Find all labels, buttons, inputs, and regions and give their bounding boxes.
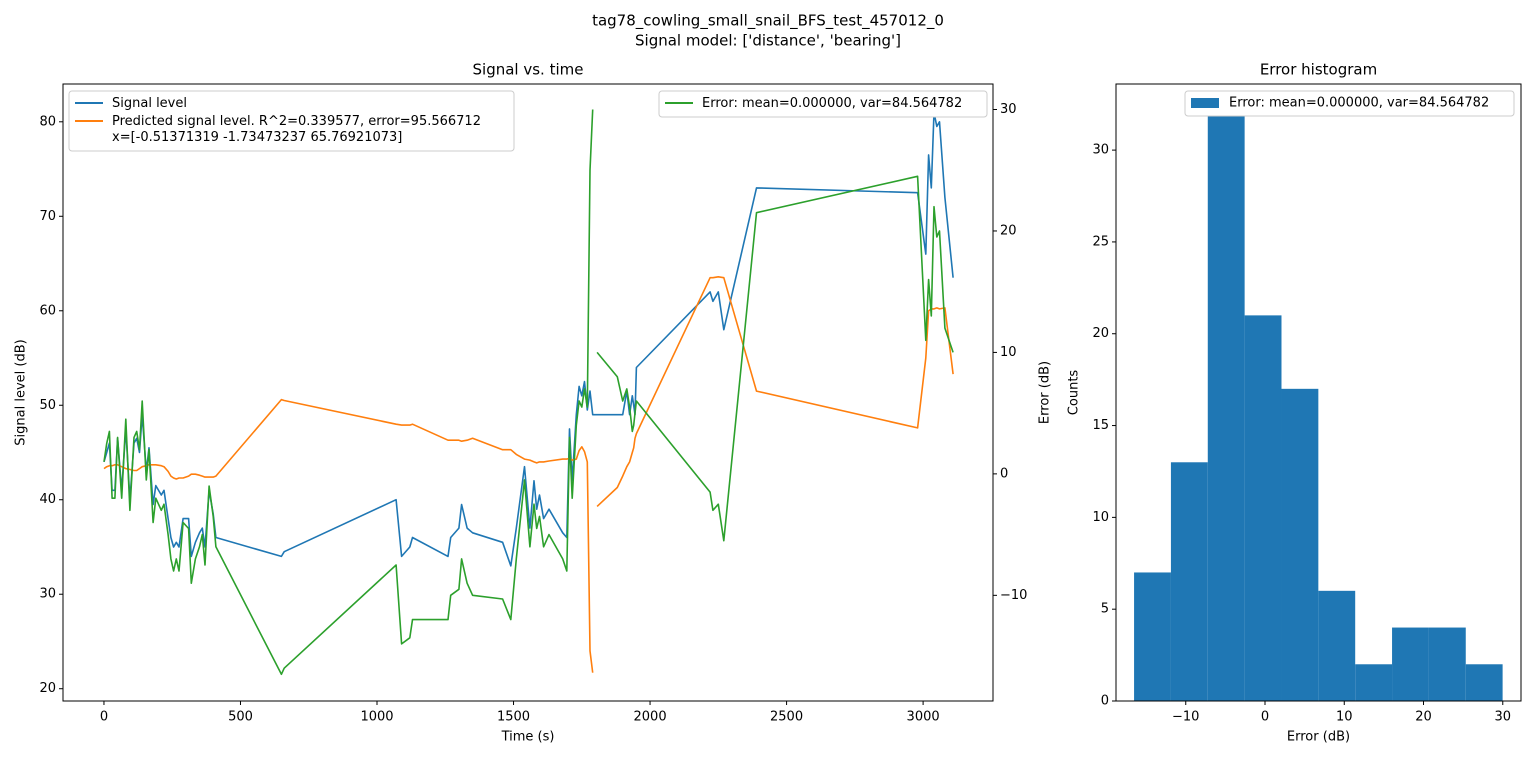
- y-tick-label: 20: [1092, 326, 1109, 341]
- histogram-bar: [1207, 113, 1245, 701]
- legend-box: [68, 90, 515, 152]
- x-tick-label: 20: [1415, 710, 1432, 725]
- y-tick-label: 30: [1092, 143, 1109, 158]
- y-tick-label: 25: [1092, 234, 1109, 249]
- histogram-bar: [1428, 627, 1466, 701]
- histogram-bar: [1170, 462, 1208, 701]
- x-tick-label: 1000: [360, 710, 393, 725]
- legend-box: [658, 90, 988, 118]
- axes-title: Error histogram: [1260, 61, 1377, 79]
- histogram-bar: [1281, 388, 1319, 701]
- legend-swatch: [1191, 98, 1219, 108]
- legend-line: x=[-0.51371319 -1.73473237 65.76921073]: [112, 130, 402, 145]
- suptitle: Signal model: ['distance', 'bearing']: [635, 32, 901, 50]
- histogram-bar: [1355, 664, 1393, 701]
- y-tick-label: 10: [1092, 510, 1109, 525]
- y-axis-label: Counts: [1067, 370, 1082, 416]
- y-tick-label: 15: [1092, 418, 1109, 433]
- y-tick-label: 80: [39, 114, 56, 129]
- x-tick-label: 30: [1494, 710, 1511, 725]
- y2-tick-label: 30: [1000, 102, 1017, 117]
- x-tick-label: 1500: [497, 710, 530, 725]
- y-tick-label: 5: [1101, 602, 1109, 617]
- y2-tick-label: 20: [1000, 223, 1017, 238]
- legend-line: Signal level: [112, 96, 187, 111]
- suptitle: tag78_cowling_small_snail_BFS_test_45701…: [592, 12, 944, 31]
- x-tick-label: 2500: [770, 710, 803, 725]
- x-tick-label: 3000: [907, 710, 940, 725]
- legend-box: [1184, 90, 1515, 117]
- histogram-bar: [1392, 627, 1429, 701]
- y-tick-label: 20: [39, 681, 56, 696]
- series-line: [103, 276, 954, 673]
- x-tick-label: 10: [1336, 710, 1353, 725]
- y-tick-label: 0: [1101, 694, 1109, 709]
- y-axis-label: Signal level (dB): [14, 339, 29, 445]
- y-tick-label: 70: [39, 209, 56, 224]
- x-tick-label: 500: [228, 710, 253, 725]
- x-tick-label: 0: [1261, 710, 1269, 725]
- y2-tick-label: 10: [1000, 345, 1017, 360]
- y2-tick-label: −10: [1000, 588, 1027, 603]
- y2-tick-label: 0: [1000, 466, 1008, 481]
- histogram-bar: [1244, 315, 1282, 701]
- legend-label: Signal level: [112, 96, 187, 111]
- y-tick-label: 60: [39, 303, 56, 318]
- axes-frame: [62, 83, 994, 702]
- histogram-bar: [1318, 590, 1356, 701]
- histogram-bar: [1134, 572, 1171, 701]
- x-axis-label: Time (s): [501, 730, 555, 745]
- y-tick-label: 50: [39, 398, 56, 413]
- x-tick-label: 0: [100, 710, 108, 725]
- x-tick-label: −10: [1172, 710, 1199, 725]
- y-tick-label: 40: [39, 492, 56, 507]
- legend-line: Predicted signal level. R^2=0.339577, er…: [112, 114, 481, 129]
- legend-label: Error: mean=0.000000, var=84.564782: [1229, 96, 1489, 111]
- x-tick-label: 2000: [634, 710, 667, 725]
- y-tick-label: 30: [39, 587, 56, 602]
- legend-label: Error: mean=0.000000, var=84.564782: [702, 96, 962, 111]
- x-axis-label: Error (dB): [1287, 730, 1350, 745]
- legend-line: Error: mean=0.000000, var=84.564782: [702, 96, 962, 111]
- axes-frame: [1115, 83, 1522, 702]
- legend-label: Predicted signal level. R^2=0.339577, er…: [112, 114, 481, 145]
- series-line: [103, 109, 954, 676]
- axes-title: Signal vs. time: [473, 61, 584, 79]
- y2-axis-label: Error (dB): [1038, 361, 1053, 424]
- histogram-bar: [1465, 664, 1503, 701]
